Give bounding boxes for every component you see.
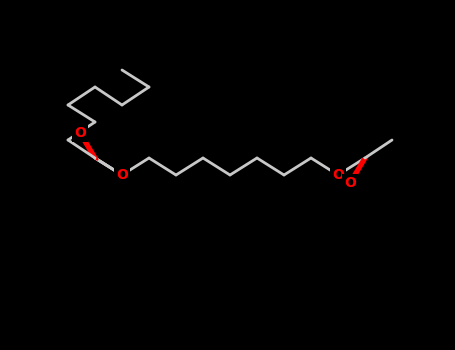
Text: O: O	[332, 168, 344, 182]
Text: O: O	[116, 168, 128, 182]
Text: O: O	[74, 126, 86, 140]
Text: O: O	[344, 176, 356, 190]
